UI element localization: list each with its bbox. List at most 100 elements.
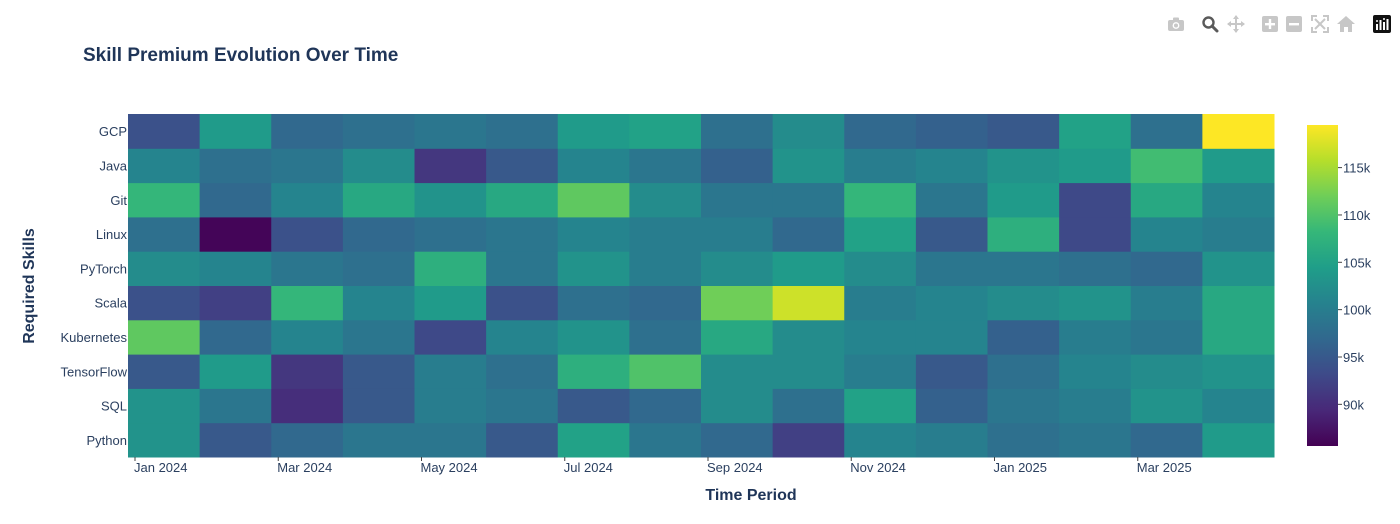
heatmap-cell — [915, 422, 989, 458]
heatmap-cell — [1202, 319, 1275, 355]
heatmap-cell — [199, 285, 272, 321]
plotly-logo-icon[interactable] — [1370, 12, 1394, 36]
heatmap-cell — [1130, 216, 1203, 252]
heatmap-cell — [271, 114, 344, 149]
heatmap-cell — [772, 422, 845, 458]
y-tick-label: TensorFlow — [61, 364, 128, 379]
heatmap-cell — [987, 182, 1060, 218]
heatmap-cell — [199, 422, 272, 458]
heatmap-cell — [915, 388, 989, 424]
zoom-in-icon[interactable] — [1258, 12, 1282, 36]
colorbar-tick-label: 110k — [1343, 208, 1371, 223]
heatmap-cell — [342, 148, 416, 184]
heatmap-cell — [772, 285, 845, 321]
heatmap-cell — [414, 251, 487, 286]
heatmap-cell — [772, 251, 845, 286]
y-tick-label: Python — [87, 433, 127, 448]
heatmap-cell — [342, 251, 416, 286]
heatmap-cell — [701, 114, 774, 149]
heatmap-cell — [915, 114, 989, 149]
y-axis-ticks: Python SQL TensorFlow Kubernetes Scala PyTorc… — [61, 124, 128, 448]
heatmap-cell — [414, 182, 487, 218]
heatmap-cell — [629, 216, 702, 252]
heatmap-cell — [1202, 388, 1275, 424]
x-tick-label: Mar 2024 — [277, 460, 332, 475]
heatmap-cell — [1059, 216, 1132, 252]
heatmap-cell — [342, 114, 416, 149]
heatmap-cell — [844, 388, 917, 424]
heatmap-cell — [915, 285, 989, 321]
heatmap-cell — [987, 319, 1060, 355]
heatmap-cell — [1202, 216, 1275, 252]
heatmap-cell — [128, 285, 201, 321]
heatmap-cell — [486, 354, 559, 389]
colorbar-tick-label: 105k — [1343, 255, 1372, 270]
camera-icon[interactable] — [1164, 12, 1188, 36]
colorbar-ticks: 90k 95k 100k 105k 110k 115k — [1338, 161, 1372, 412]
heatmap-cell — [342, 285, 416, 321]
colorbar-tick-label: 90k — [1343, 397, 1364, 412]
heatmap-cell — [199, 251, 272, 286]
heatmap-cell — [701, 148, 774, 184]
autoscale-icon[interactable] — [1308, 12, 1332, 36]
heatmap-cell — [844, 148, 917, 184]
home-icon[interactable] — [1334, 12, 1358, 36]
heatmap-cell — [629, 388, 702, 424]
heatmap-cell — [342, 216, 416, 252]
heatmap-cell — [128, 354, 201, 389]
heatmap-cell — [915, 319, 989, 355]
heatmap-cell — [414, 148, 487, 184]
heatmap-cell — [271, 251, 344, 286]
heatmap-cell — [557, 182, 630, 218]
heatmap-cell — [1130, 285, 1203, 321]
heatmap-cell — [199, 148, 272, 184]
heatmap-cell — [486, 182, 559, 218]
heatmap-cell — [414, 319, 487, 355]
heatmap-cell — [701, 182, 774, 218]
heatmap-cell — [1059, 388, 1132, 424]
heatmap-cell — [915, 251, 989, 286]
heatmap-cell — [557, 216, 630, 252]
y-tick-label: Kubernetes — [61, 330, 128, 345]
heatmap-cell — [1059, 319, 1132, 355]
heatmap-cell — [557, 148, 630, 184]
heatmap-cell — [271, 388, 344, 424]
heatmap-cell — [414, 354, 487, 389]
heatmap-cell — [844, 182, 917, 218]
heatmap-cell — [1059, 422, 1132, 458]
heatmap-cell — [486, 422, 559, 458]
heatmap-cell — [414, 422, 487, 458]
y-tick-label: SQL — [101, 399, 127, 414]
x-tick-label: Jul 2024 — [564, 460, 613, 475]
heatmap-cell — [486, 319, 559, 355]
heatmap-cell — [772, 148, 845, 184]
heatmap-cell — [987, 422, 1060, 458]
heatmap-cell — [1202, 354, 1275, 389]
y-tick-label: Git — [110, 193, 127, 208]
y-axis-title: Required Skills — [21, 228, 38, 344]
heatmap-cell — [271, 182, 344, 218]
heatmap-cell — [1130, 148, 1203, 184]
heatmap-cell — [128, 216, 201, 252]
heatmap-cell — [271, 148, 344, 184]
heatmap-cell — [128, 319, 201, 355]
heatmap-cell — [557, 319, 630, 355]
x-tick-label: Jan 2024 — [134, 460, 188, 475]
heatmap-cell — [629, 148, 702, 184]
heatmap-cell — [629, 182, 702, 218]
y-tick-label: Linux — [96, 227, 128, 242]
heatmap-cell — [629, 251, 702, 286]
zoom-out-icon[interactable] — [1282, 12, 1306, 36]
heatmap-cells — [128, 114, 1275, 458]
zoom-icon[interactable] — [1198, 12, 1222, 36]
heatmap-cell — [1130, 251, 1203, 286]
heatmap-cell — [987, 216, 1060, 252]
pan-icon[interactable] — [1224, 12, 1248, 36]
heatmap-cell — [486, 216, 559, 252]
heatmap-cell — [128, 422, 201, 458]
heatmap-cell — [199, 388, 272, 424]
heatmap-cell — [557, 251, 630, 286]
heatmap-cell — [629, 285, 702, 321]
heatmap-cell — [987, 285, 1060, 321]
x-axis-ticks: Jan 2024 Mar 2024 May 2024 Jul 2024 Sep 2024… — [134, 457, 1192, 475]
